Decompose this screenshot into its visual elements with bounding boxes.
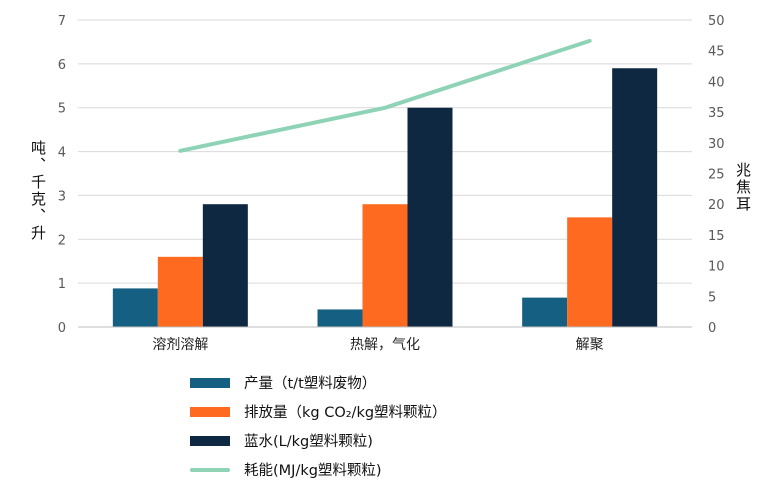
y2-tick-label: 30 (708, 137, 725, 152)
legend-item-energy: 耗能(MJ/kg塑料颗粒) (190, 455, 447, 484)
y-axis-label: 吨、千克、升 (29, 140, 47, 242)
y-tick-label: 4 (58, 146, 66, 161)
y2-tick-label: 0 (708, 321, 716, 336)
y-tick-label: 0 (58, 321, 66, 336)
legend-item-output: 产量（t/t塑料废物） (190, 368, 447, 397)
y2-tick-label: 50 (708, 14, 725, 29)
bar-0-2 (522, 297, 568, 327)
y-tick-label: 2 (58, 233, 66, 248)
y2-tick-label: 45 (708, 45, 725, 60)
bar-2-0 (202, 204, 248, 327)
y2-axis-label: 兆焦耳 (734, 162, 752, 213)
y-tick-label: 7 (58, 14, 66, 29)
bar-1-2 (567, 217, 613, 327)
legend-label: 产量（t/t塑料废物） (244, 376, 377, 392)
y2-tick-label: 20 (708, 198, 725, 213)
x-tick-label: 解聚 (576, 337, 604, 353)
bar-1-0 (157, 256, 203, 327)
y-tick-label: 6 (58, 58, 66, 73)
y2-tick-label: 10 (708, 260, 725, 275)
y2-tick-label: 35 (708, 106, 725, 121)
legend: 产量（t/t塑料废物） 排放量（kg CO₂/kg塑料颗粒） 蓝水(L/kg塑料… (190, 368, 447, 484)
y2-tick-label: 25 (708, 168, 725, 183)
y2-tick-label: 40 (708, 75, 725, 90)
y2-tick-label: 15 (708, 229, 725, 244)
legend-swatch (190, 435, 230, 446)
bar-0-0 (112, 288, 158, 327)
bar-1-1 (362, 204, 408, 327)
legend-label: 蓝水(L/kg塑料颗粒) (244, 434, 373, 450)
bar-2-1 (407, 107, 453, 327)
legend-label: 排放量（kg CO₂/kg塑料颗粒） (244, 405, 447, 421)
legend-item-bluewater: 蓝水(L/kg塑料颗粒) (190, 426, 447, 455)
bar-0-1 (317, 309, 363, 327)
y-tick-label: 1 (58, 277, 66, 292)
y2-tick-label: 5 (708, 290, 716, 305)
y-tick-label: 5 (58, 102, 66, 117)
x-tick-label: 热解，气化 (350, 337, 420, 353)
x-tick-label: 溶剂溶解 (152, 337, 208, 353)
legend-swatch (190, 406, 230, 417)
legend-item-emissions: 排放量（kg CO₂/kg塑料颗粒） (190, 397, 447, 426)
legend-swatch (190, 467, 230, 472)
legend-swatch (190, 377, 230, 388)
bar-2-2 (612, 68, 658, 327)
y-tick-label: 3 (58, 189, 66, 204)
energy-line (178, 38, 592, 153)
legend-label: 耗能(MJ/kg塑料颗粒) (244, 463, 382, 479)
